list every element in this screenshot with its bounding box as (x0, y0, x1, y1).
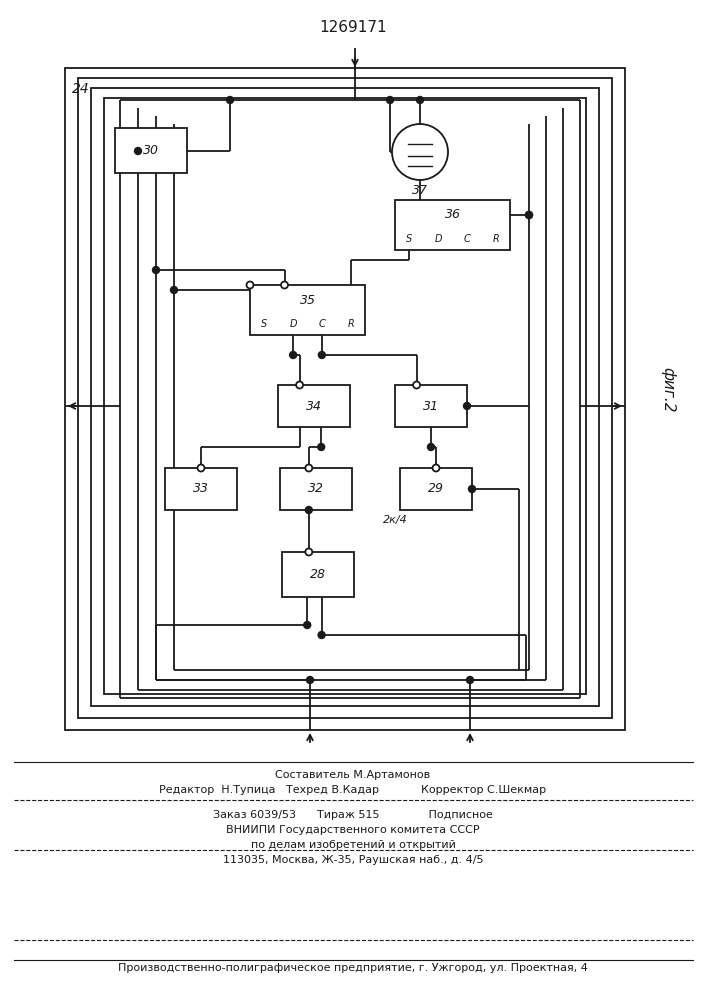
Text: 113035, Москва, Ж-35, Раушская наб., д. 4/5: 113035, Москва, Ж-35, Раушская наб., д. … (223, 855, 484, 865)
Circle shape (304, 621, 310, 629)
Circle shape (433, 464, 440, 472)
Circle shape (467, 676, 474, 684)
Text: 31: 31 (423, 399, 439, 412)
Text: 32: 32 (308, 483, 324, 495)
Circle shape (525, 212, 532, 219)
Circle shape (305, 506, 312, 514)
Bar (165, 468, 237, 510)
Text: 24: 24 (72, 82, 90, 96)
Bar (250, 285, 365, 335)
Text: S: S (407, 234, 412, 244)
Text: фиг.2: фиг.2 (660, 367, 675, 413)
Circle shape (247, 282, 254, 288)
Text: по делам изобретений и открытий: по делам изобретений и открытий (250, 840, 455, 850)
Circle shape (392, 124, 448, 180)
Circle shape (170, 286, 177, 294)
Bar (278, 385, 350, 427)
Circle shape (413, 381, 420, 388)
Circle shape (318, 632, 325, 639)
Bar (91, 88, 599, 706)
Circle shape (281, 282, 288, 288)
Circle shape (387, 97, 394, 104)
Circle shape (525, 212, 532, 219)
Text: D: D (289, 319, 297, 329)
Text: 28: 28 (310, 568, 326, 581)
Text: Производственно-полиграфическое предприятие, г. Ужгород, ул. Проектная, 4: Производственно-полиграфическое предприя… (118, 963, 588, 973)
Circle shape (197, 464, 204, 472)
Bar (280, 468, 352, 510)
Text: 2к/4: 2к/4 (382, 515, 407, 525)
Text: Составитель М.Артамонов: Составитель М.Артамонов (276, 770, 431, 780)
Bar (65, 68, 625, 730)
Circle shape (134, 147, 141, 154)
Text: R: R (492, 234, 499, 244)
Text: 37: 37 (412, 184, 428, 196)
Bar (282, 552, 354, 597)
Text: C: C (318, 319, 325, 329)
Circle shape (226, 97, 233, 104)
Circle shape (416, 97, 423, 104)
Text: 35: 35 (300, 294, 315, 306)
Text: S: S (262, 319, 267, 329)
Circle shape (307, 676, 313, 684)
Text: 1269171: 1269171 (319, 20, 387, 35)
Bar (78, 78, 612, 718)
Circle shape (296, 381, 303, 388)
Text: 34: 34 (306, 399, 322, 412)
Bar (400, 468, 472, 510)
Circle shape (317, 444, 325, 450)
Text: 30: 30 (143, 144, 159, 157)
Circle shape (153, 266, 160, 273)
Circle shape (290, 352, 297, 359)
Text: Редактор  Н.Тупица   Техред В.Кадар            Корректор С.Шекмар: Редактор Н.Тупица Техред В.Кадар Коррект… (160, 785, 547, 795)
Text: R: R (347, 319, 354, 329)
Circle shape (469, 486, 476, 492)
Bar (104, 98, 586, 694)
Text: 33: 33 (193, 483, 209, 495)
Circle shape (305, 548, 312, 556)
Bar (115, 128, 187, 173)
Circle shape (428, 444, 435, 450)
Text: D: D (434, 234, 442, 244)
Text: 29: 29 (428, 483, 444, 495)
Circle shape (318, 352, 325, 359)
Text: C: C (464, 234, 470, 244)
Bar (395, 385, 467, 427)
Text: Заказ 6039/53      Тираж 515              Подписное: Заказ 6039/53 Тираж 515 Подписное (213, 810, 493, 820)
Text: 36: 36 (445, 209, 460, 222)
Text: ВНИИПИ Государственного комитета СССР: ВНИИПИ Государственного комитета СССР (226, 825, 480, 835)
Bar (395, 200, 510, 250)
Circle shape (305, 464, 312, 472)
Circle shape (464, 402, 470, 410)
